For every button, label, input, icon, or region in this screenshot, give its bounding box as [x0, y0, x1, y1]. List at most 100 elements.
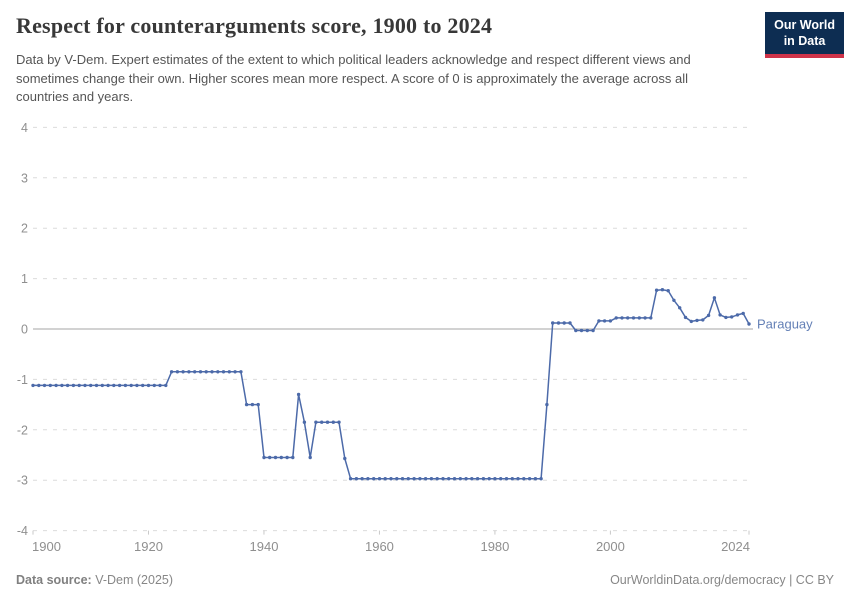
data-point-1994[interactable] — [574, 328, 578, 333]
data-point-1903[interactable] — [48, 383, 52, 388]
data-point-1920[interactable] — [146, 383, 151, 388]
data-point-1996[interactable] — [585, 328, 589, 333]
data-point-1949[interactable] — [314, 420, 318, 424]
data-point-1964[interactable] — [400, 477, 405, 481]
data-point-1961[interactable] — [383, 477, 387, 481]
data-point-2005[interactable] — [637, 316, 641, 320]
data-point-1954[interactable] — [343, 456, 347, 461]
paraguay-series-line[interactable] — [33, 288, 750, 480]
data-point-1935[interactable] — [233, 370, 237, 374]
data-point-1917[interactable] — [129, 383, 133, 388]
data-point-1998[interactable] — [597, 319, 601, 323]
data-point-1928[interactable] — [193, 370, 197, 374]
data-point-1975[interactable] — [464, 477, 468, 481]
data-point-1988[interactable] — [539, 477, 543, 481]
data-point-1921[interactable] — [152, 383, 156, 388]
data-point-1972[interactable] — [447, 477, 451, 481]
data-point-1931[interactable] — [210, 370, 214, 374]
data-point-1900[interactable] — [31, 383, 35, 388]
data-point-1922[interactable] — [158, 383, 162, 388]
data-point-1932[interactable] — [216, 370, 220, 374]
data-point-1929[interactable] — [198, 370, 203, 374]
data-point-1962[interactable] — [389, 477, 393, 481]
data-point-1995[interactable] — [579, 328, 584, 333]
data-point-1901[interactable] — [37, 383, 41, 388]
data-point-1927[interactable] — [187, 370, 191, 374]
data-point-1907[interactable] — [71, 383, 76, 388]
data-point-1971[interactable] — [441, 477, 445, 481]
data-point-1910[interactable] — [89, 383, 93, 388]
data-point-1955[interactable] — [348, 477, 353, 481]
data-point-1990[interactable] — [551, 321, 555, 325]
data-point-1969[interactable] — [429, 477, 434, 481]
data-point-1986[interactable] — [527, 477, 532, 481]
data-point-1992[interactable] — [562, 321, 566, 325]
data-point-1914[interactable] — [112, 383, 116, 388]
data-point-1956[interactable] — [354, 477, 359, 481]
data-point-2015[interactable] — [695, 318, 699, 323]
entity-label[interactable]: Paraguay — [757, 316, 813, 331]
data-point-1982[interactable] — [504, 477, 509, 481]
data-point-1946[interactable] — [296, 392, 301, 397]
data-point-2018[interactable] — [712, 296, 717, 300]
data-point-1930[interactable] — [204, 370, 208, 374]
data-point-1906[interactable] — [65, 383, 70, 388]
data-point-1943[interactable] — [279, 455, 283, 460]
data-point-1904[interactable] — [54, 383, 58, 388]
data-point-1918[interactable] — [135, 383, 139, 388]
data-point-1945[interactable] — [291, 455, 295, 460]
data-point-1919[interactable] — [141, 383, 145, 388]
data-point-1968[interactable] — [423, 477, 428, 481]
data-point-1916[interactable] — [123, 383, 128, 388]
data-point-1937[interactable] — [244, 402, 249, 407]
data-point-2003[interactable] — [626, 316, 630, 320]
data-point-2000[interactable] — [608, 319, 613, 323]
data-point-1999[interactable] — [602, 319, 607, 323]
data-point-1991[interactable] — [556, 321, 561, 325]
data-point-1963[interactable] — [395, 477, 399, 481]
data-point-2016[interactable] — [701, 318, 705, 322]
data-point-1981[interactable] — [499, 477, 503, 481]
data-point-1941[interactable] — [268, 455, 272, 460]
data-point-1909[interactable] — [83, 383, 87, 388]
data-point-2014[interactable] — [689, 319, 693, 324]
data-point-1983[interactable] — [510, 477, 514, 481]
data-point-1970[interactable] — [435, 477, 439, 481]
data-point-1960[interactable] — [377, 477, 382, 481]
data-point-1940[interactable] — [262, 455, 266, 460]
data-point-1912[interactable] — [100, 383, 105, 388]
data-point-1939[interactable] — [256, 402, 260, 407]
data-point-1923[interactable] — [164, 383, 168, 388]
data-point-1950[interactable] — [320, 420, 324, 424]
data-point-2012[interactable] — [678, 306, 682, 310]
data-point-2023[interactable] — [741, 311, 745, 316]
data-point-1974[interactable] — [458, 477, 462, 481]
data-point-2001[interactable] — [614, 316, 618, 320]
data-point-2022[interactable] — [735, 313, 740, 317]
data-point-1966[interactable] — [412, 477, 416, 481]
data-point-1997[interactable] — [591, 328, 595, 333]
data-point-1905[interactable] — [60, 383, 64, 388]
data-point-1915[interactable] — [117, 383, 122, 388]
data-point-1989[interactable] — [545, 402, 549, 407]
data-point-1967[interactable] — [418, 477, 422, 481]
data-point-1953[interactable] — [337, 420, 341, 424]
data-point-1944[interactable] — [285, 455, 289, 460]
data-point-2017[interactable] — [706, 313, 711, 318]
data-point-1987[interactable] — [533, 477, 538, 481]
data-point-1942[interactable] — [273, 455, 278, 460]
data-point-2021[interactable] — [730, 315, 734, 319]
data-point-1952[interactable] — [331, 420, 335, 424]
data-point-2024[interactable] — [747, 322, 751, 326]
data-point-2020[interactable] — [724, 315, 728, 320]
data-point-1984[interactable] — [516, 477, 520, 481]
data-point-1902[interactable] — [42, 383, 47, 388]
data-point-1951[interactable] — [325, 420, 330, 424]
data-point-1979[interactable] — [487, 477, 491, 481]
data-point-1958[interactable] — [366, 477, 370, 481]
data-point-1925[interactable] — [175, 370, 180, 374]
data-point-1985[interactable] — [522, 477, 526, 481]
data-point-1933[interactable] — [221, 370, 226, 374]
data-point-1993[interactable] — [568, 321, 572, 325]
data-point-1948[interactable] — [308, 455, 312, 460]
